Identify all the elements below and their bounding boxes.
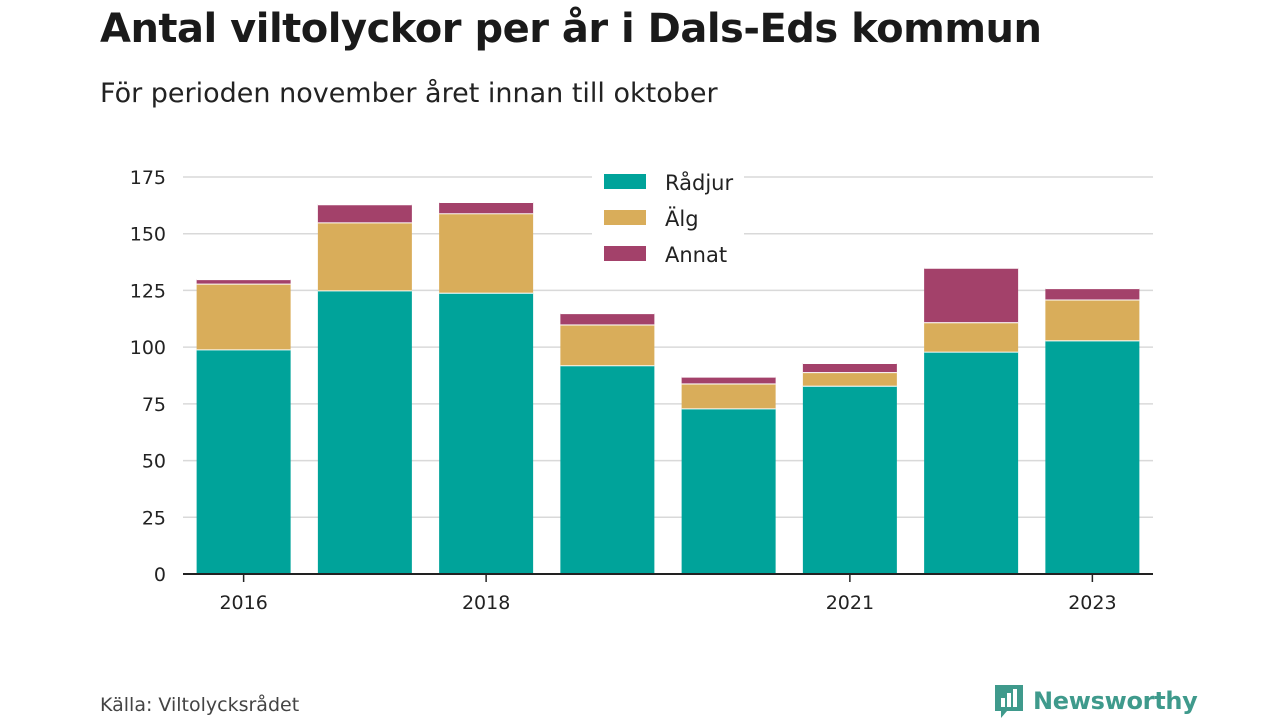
x-tick-label: 2016 [219,592,267,614]
bar-rådjur-2019 [560,365,655,574]
y-tick-label: 150 [130,224,166,246]
y-tick-label: 75 [142,394,166,416]
bar-annat-2016 [196,279,291,284]
bar-älg-2019 [560,324,655,366]
bar-älg-2018 [439,213,534,293]
bar-annat-2017 [317,204,412,223]
y-tick-label: 0 [154,564,166,586]
legend-swatch-annat [604,246,646,261]
bar-älg-2021 [802,372,897,386]
bar-rådjur-2018 [439,292,534,574]
y-tick-label: 100 [130,337,166,359]
y-tick-label: 125 [130,280,166,302]
legend: Rådjur Älg Annat [592,164,744,272]
bar-rådjur-2017 [317,290,412,574]
bar-stacks [196,200,1140,574]
legend-swatch-rådjur [604,174,646,189]
bar-annat-2019 [560,313,655,325]
chart-title: Antal viltolyckor per år i Dals-Eds komm… [100,6,1042,52]
bar-rådjur-2022 [924,351,1019,574]
source-note: Källa: Viltolycksrådet [100,694,300,716]
bar-älg-2016 [196,283,291,350]
chart-subtitle: För perioden november året innan till ok… [100,78,718,109]
x-tick-label: 2018 [462,592,510,614]
x-tick-label: 2021 [826,592,874,614]
y-axis-ticks: 0 25 50 75 100 125 150 175 [130,167,166,586]
x-tick-label: 2023 [1068,592,1116,614]
bar-rådjur-2016 [196,349,291,574]
bar-älg-2017 [317,222,412,291]
bar-älg-2023 [1045,299,1140,341]
x-axis: 2016 2018 2021 2023 [183,573,1153,614]
legend-label-älg: Älg [665,206,699,231]
bar-annat-2020 [681,376,776,384]
y-tick-label: 175 [130,167,166,189]
y-tick-label: 25 [142,507,166,529]
bar-annat-2018 [439,201,534,214]
y-tick-label: 50 [142,451,166,473]
bar-rådjur-2021 [802,385,897,574]
legend-label-annat: Annat [665,243,727,267]
bar-annat-2022 [924,267,1019,323]
brand-name: Newsworthy [1033,687,1198,715]
newsworthy-logo-icon [995,685,1023,718]
bar-älg-2022 [924,322,1019,352]
bar-annat-2023 [1045,288,1140,300]
newsworthy-logo: Newsworthy [993,683,1198,719]
bar-rådjur-2023 [1045,340,1140,574]
bar-rådjur-2020 [681,408,776,574]
bar-älg-2020 [681,383,776,409]
legend-swatch-älg [604,210,646,225]
bar-annat-2021 [802,363,897,373]
legend-label-rådjur: Rådjur [665,170,733,195]
